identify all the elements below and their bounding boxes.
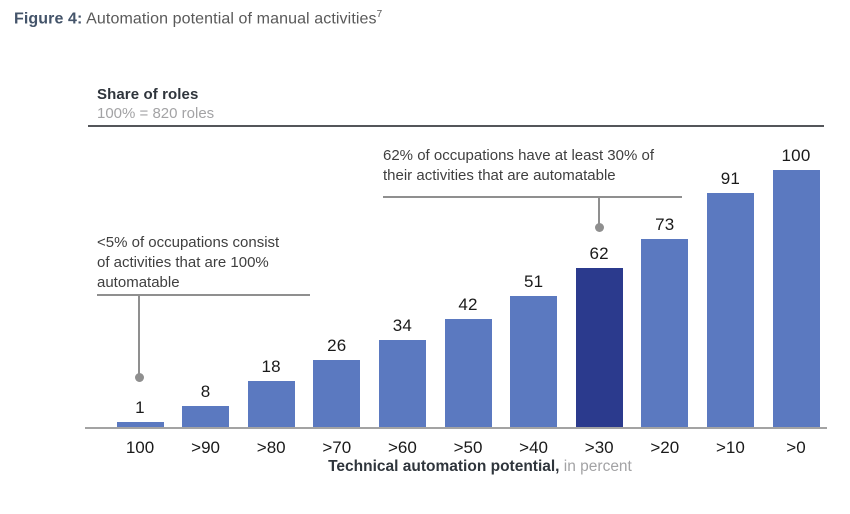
bar-value-label: 1 [135, 398, 145, 417]
y-axis-subheading: 100% = 820 roles [97, 105, 215, 122]
annotation-left-pointer-dot [135, 373, 144, 382]
annotation-left-pointer-line [138, 294, 140, 374]
bar->70 [313, 360, 361, 427]
figure-label: Figure 4: [14, 10, 83, 28]
bar->60 [378, 340, 426, 427]
bar-value-label: 18 [261, 357, 281, 376]
x-tick-label: >60 [387, 438, 417, 457]
bar->80 [247, 381, 295, 427]
figure-footnote-marker: 7 [376, 9, 383, 20]
bar-value-label: 73 [655, 215, 675, 234]
bar->50 [444, 319, 492, 427]
bar-value-label: 26 [327, 336, 347, 355]
bar->10 [706, 193, 754, 427]
bar-value-label: 51 [523, 272, 544, 291]
x-tick-label: >30 [584, 438, 614, 457]
bar-value-label: 42 [458, 295, 478, 314]
x-tick-label: >90 [191, 438, 221, 457]
x-tick-label: 100 [125, 438, 155, 457]
annotation-left-rule [97, 294, 310, 296]
annotation-left-text: <5% of occupations consist of activities… [97, 234, 280, 291]
x-axis-title: Technical automation potential, in perce… [120, 458, 840, 476]
annotation-right-pointer-dot [595, 223, 604, 232]
annotation-right-rule [383, 196, 682, 198]
annotation-right-pointer-line [598, 196, 600, 224]
bar-value-label: 62 [589, 244, 609, 263]
annotation-right-text: 62% of occupations have at least 30% of … [383, 147, 655, 184]
figure-caption: Figure 4: Automation potential of manual… [14, 9, 382, 28]
bar->0 [772, 170, 820, 427]
x-tick-label: >20 [650, 438, 680, 457]
bar-value-label: 91 [720, 169, 741, 188]
x-axis-title-bold: Technical automation potential, [328, 458, 560, 475]
bar->20 [641, 239, 689, 427]
x-tick-label: >70 [322, 438, 352, 457]
bar->30 [575, 268, 623, 427]
bar-value-label: 8 [200, 382, 211, 401]
bar-value-label: 34 [392, 316, 413, 335]
x-tick-label: >40 [519, 438, 549, 457]
bar-value-label: 100 [781, 146, 811, 165]
x-axis-title-unit: in percent [559, 458, 632, 475]
y-axis-heading: Share of roles [97, 86, 199, 103]
header-rule [88, 125, 824, 127]
bar-100 [116, 422, 164, 427]
figure-title-text: Automation potential of manual activitie… [82, 10, 377, 28]
x-tick-label: >80 [256, 438, 286, 457]
x-tick-label: >50 [453, 438, 483, 457]
x-tick-label: >0 [786, 438, 806, 457]
bar->40 [510, 296, 558, 427]
x-tick-label: >10 [715, 438, 745, 457]
bar->90 [182, 406, 230, 427]
plot-area: 1 100 8 >90 18 >80 26 >70 34 >60 42 >50 51 >40 62 >30 73… [85, 140, 827, 457]
